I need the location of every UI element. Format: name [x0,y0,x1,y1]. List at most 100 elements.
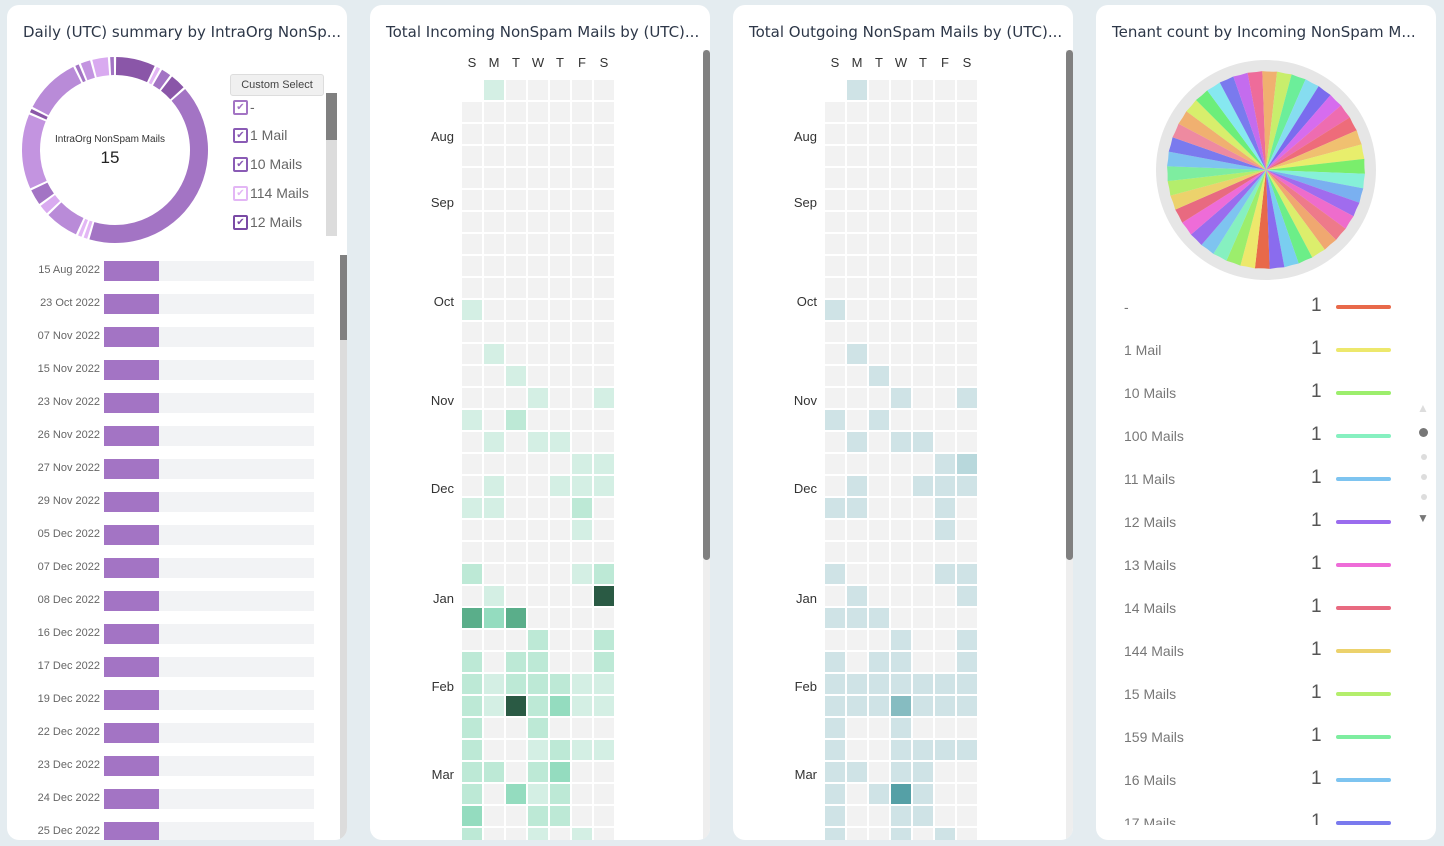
heatmap-cell[interactable] [528,410,548,430]
heatmap-cell[interactable] [891,828,911,840]
heatmap-cell[interactable] [847,102,867,122]
heatmap-cell[interactable] [957,432,977,452]
heatmap-cell[interactable] [528,674,548,694]
heatmap-cell[interactable] [484,212,504,232]
pie-slice[interactable] [1266,170,1337,250]
heatmap-cell[interactable] [572,762,592,782]
heatmap-cell[interactable] [913,234,933,254]
heatmap-cell[interactable] [550,388,570,408]
heatmap-cell[interactable] [572,828,592,840]
heatmap-cell[interactable] [572,520,592,540]
heatmap-cell[interactable] [957,190,977,210]
donut-segment[interactable] [31,182,54,204]
heatmap-cell[interactable] [572,146,592,166]
heatmap-cell[interactable] [891,278,911,298]
heatmap-cell[interactable] [957,454,977,474]
heatmap-cell[interactable] [913,806,933,826]
bar[interactable] [104,756,159,776]
pie-slice[interactable] [1266,170,1299,268]
heatmap-cell[interactable] [506,476,526,496]
heatmap-cell[interactable] [847,718,867,738]
heatmap-cell[interactable] [594,80,614,100]
pie-slice[interactable] [1266,170,1346,241]
heatmap-cell[interactable] [528,476,548,496]
donut-segment[interactable] [80,60,95,81]
heatmap-cell[interactable] [506,696,526,716]
heatmap-cell[interactable] [506,564,526,584]
heatmap-cell[interactable] [869,168,889,188]
heatmap-cell[interactable] [891,542,911,562]
heatmap-cell[interactable] [462,696,482,716]
heatmap-cell[interactable] [869,520,889,540]
heatmap-cell[interactable] [891,454,911,474]
heatmap-cell[interactable] [528,102,548,122]
heatmap-cell[interactable] [594,344,614,364]
heatmap-cell[interactable] [847,212,867,232]
heatmap-cell[interactable] [484,476,504,496]
heatmap-cell[interactable] [462,102,482,122]
heatmap-cell[interactable] [847,190,867,210]
heatmap-cell[interactable] [869,432,889,452]
heatmap-cell[interactable] [594,674,614,694]
legend-item[interactable]: ✔ 10 Mails [233,156,302,172]
heatmap-cell[interactable] [869,344,889,364]
bar[interactable] [104,426,159,446]
heatmap-cell[interactable] [572,256,592,276]
heatmap-cell[interactable] [869,762,889,782]
heatmap-cell[interactable] [484,828,504,840]
heatmap-cell[interactable] [594,740,614,760]
heatmap-cell[interactable] [957,124,977,144]
heatmap-cell[interactable] [462,322,482,342]
list-scrollbar-thumb[interactable] [340,255,347,340]
bar[interactable] [104,558,159,578]
heatmap-cell[interactable] [572,476,592,496]
heatmap-cell[interactable] [891,520,911,540]
heatmap-cell[interactable] [869,718,889,738]
heatmap-cell[interactable] [891,256,911,276]
heatmap-cell[interactable] [594,630,614,650]
heatmap-cell[interactable] [528,542,548,562]
heatmap-cell[interactable] [935,388,955,408]
heatmap-cell[interactable] [594,454,614,474]
heatmap-cell[interactable] [957,366,977,386]
page-up-icon[interactable]: ▲ [1417,401,1429,415]
heatmap-cell[interactable] [869,212,889,232]
heatmap-cell[interactable] [891,564,911,584]
heatmap-cell[interactable] [935,146,955,166]
page-dot[interactable] [1421,474,1427,480]
heatmap-cell[interactable] [825,256,845,276]
bar[interactable] [104,327,159,347]
bar[interactable] [104,261,159,281]
donut-segment[interactable] [40,195,61,214]
heatmap-cell[interactable] [847,630,867,650]
heatmap-cell[interactable] [528,300,548,320]
heatmap-cell[interactable] [462,784,482,804]
heatmap-cell[interactable] [462,366,482,386]
heatmap-cell[interactable] [891,784,911,804]
heatmap-cell[interactable] [825,454,845,474]
pie-slice[interactable] [1266,170,1364,203]
heatmap-cell[interactable] [957,520,977,540]
heatmap-cell[interactable] [506,586,526,606]
heatmap-cell[interactable] [847,674,867,694]
heatmap-cell[interactable] [506,410,526,430]
heatmap-cell[interactable] [825,520,845,540]
heatmap-cell[interactable] [913,432,933,452]
heatmap-cell[interactable] [550,674,570,694]
heatmap-cell[interactable] [594,520,614,540]
heatmap-cell[interactable] [825,300,845,320]
heatmap-cell[interactable] [847,300,867,320]
heatmap-cell[interactable] [891,674,911,694]
heatmap-cell[interactable] [957,300,977,320]
pie-slice[interactable] [1201,170,1266,254]
heatmap-cell[interactable] [528,366,548,386]
heatmap-cell[interactable] [572,784,592,804]
heatmap-cell[interactable] [935,784,955,804]
heatmap-cell[interactable] [913,630,933,650]
heatmap-cell[interactable] [462,256,482,276]
heatmap-cell[interactable] [891,234,911,254]
heatmap-cell[interactable] [462,278,482,298]
panel-scrollbar-thumb[interactable] [703,50,710,560]
bar[interactable] [104,723,159,743]
heatmap-cell[interactable] [594,652,614,672]
